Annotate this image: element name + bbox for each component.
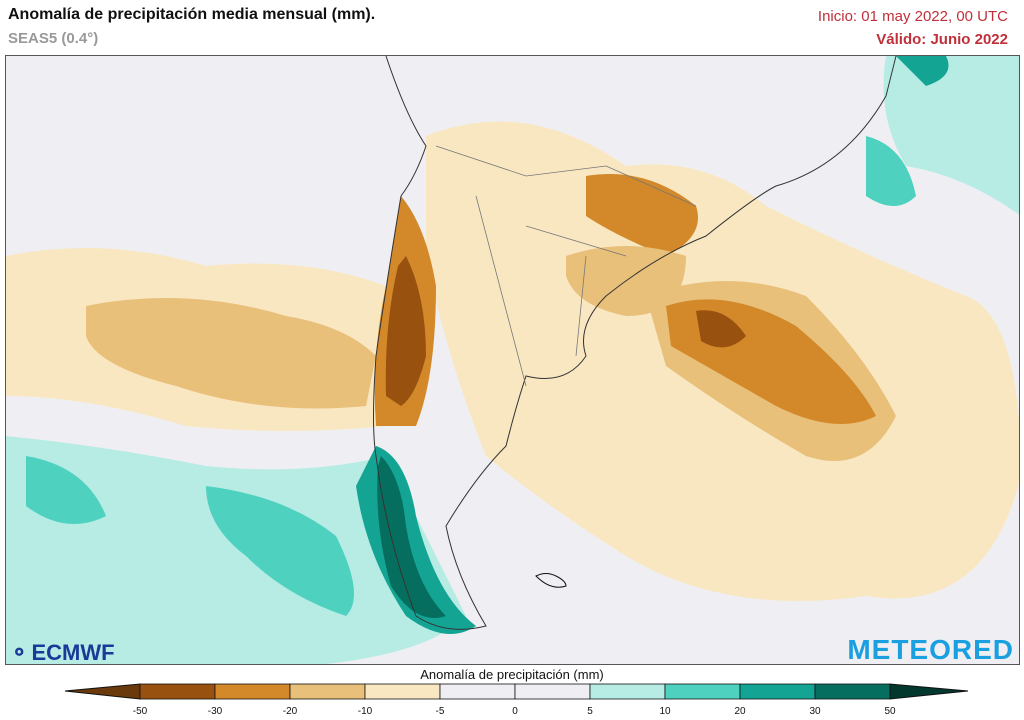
colorbar [64, 683, 969, 700]
colorbar-tick-label: 50 [884, 706, 896, 717]
country-borders [435, 145, 697, 387]
init-date: Inicio: 01 may 2022, 00 UTC [817, 8, 1008, 25]
anomaly-wet-medium [206, 486, 354, 616]
colorbar-tick-label: 0 [512, 706, 518, 717]
colorbar-tick-label: -30 [207, 706, 223, 717]
colorbar-title: Anomalía de precipitación (mm) [420, 667, 604, 682]
anomaly-wet-very-strong [377, 456, 446, 618]
valid-date: Válido: Junio 2022 [876, 31, 1008, 48]
model-subtitle: SEAS5 (0.4°) [8, 30, 99, 47]
colorbar-tick-label: 20 [734, 706, 746, 717]
anomaly-wet-medium [26, 456, 106, 524]
colorbar-tick-label: 30 [809, 706, 821, 717]
colorbar-tick-label: -10 [357, 706, 373, 717]
chart-title: Anomalía de precipitación media mensual … [8, 6, 376, 23]
colorbar-segment [364, 683, 441, 700]
colorbar-segment [439, 683, 516, 700]
falkland-islands [535, 573, 567, 588]
anomaly-wet-medium [866, 136, 916, 206]
ecmwf-logo-text: ECMWF [31, 640, 115, 665]
ecmwf-logo: ⚬ ECMWF [10, 640, 115, 666]
colorbar-segment [514, 683, 591, 700]
colorbar-extend-high [889, 683, 969, 700]
colorbar-tick-label: -5 [435, 706, 445, 717]
colorbar-tick-label: 5 [587, 706, 593, 717]
coastline [373, 56, 897, 630]
colorbar-segment [139, 683, 216, 700]
colorbar-tick-label: -50 [132, 706, 148, 717]
anomaly-wet-light [883, 56, 1019, 215]
colorbar-segment [739, 683, 816, 700]
anomaly-dry-very-strong [696, 310, 746, 348]
colorbar-segment [289, 683, 366, 700]
anomaly-dry-medium [86, 298, 376, 409]
precipitation-anomaly-map [5, 55, 1020, 665]
anomaly-dry-andes-core [385, 256, 426, 406]
meteored-logo: METEORED [847, 634, 1014, 665]
colorbar-tick-label: 10 [659, 706, 671, 717]
colorbar-extend-low [64, 683, 141, 700]
colorbar-segment [814, 683, 891, 700]
colorbar-segment [214, 683, 291, 700]
ecmwf-logo-icon: ⚬ [10, 640, 29, 665]
colorbar-segment [664, 683, 741, 700]
anomaly-wet-strong [896, 56, 949, 86]
colorbar-tick-label: -20 [282, 706, 298, 717]
colorbar-segment [589, 683, 666, 700]
